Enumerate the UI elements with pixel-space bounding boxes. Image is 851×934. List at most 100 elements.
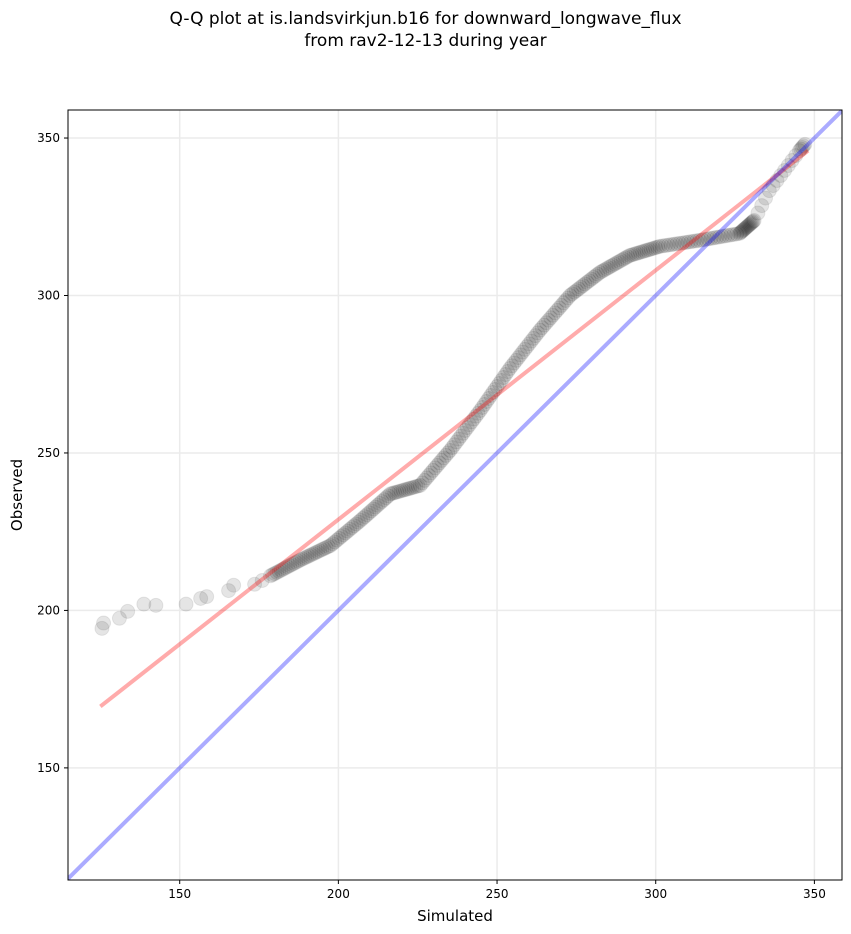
data-point: [568, 283, 584, 299]
data-point: [723, 227, 739, 243]
data-point: [541, 312, 557, 328]
data-point: [265, 567, 281, 583]
data-point: [412, 477, 428, 493]
data-point: [331, 530, 347, 546]
data-point: [729, 226, 745, 242]
data-point: [423, 465, 439, 481]
data-point: [472, 402, 488, 418]
data-point: [277, 560, 293, 576]
data-point: [380, 488, 396, 504]
data-point: [637, 243, 653, 259]
data-point: [596, 262, 612, 278]
data-point: [788, 148, 804, 164]
data-point: [434, 452, 450, 468]
data-point: [796, 138, 812, 154]
data-point: [453, 428, 469, 444]
data-point: [739, 219, 755, 235]
data-point: [564, 286, 580, 302]
data-point: [316, 541, 332, 557]
data-point: [639, 242, 655, 258]
data-point: [703, 230, 719, 246]
data-point: [510, 350, 526, 366]
data-point: [773, 168, 789, 184]
data-point: [267, 566, 283, 582]
data-point: [500, 364, 516, 380]
data-point: [743, 215, 759, 231]
data-point: [660, 237, 676, 253]
data-point: [395, 482, 411, 498]
data-point: [385, 485, 401, 501]
data-point: [706, 230, 722, 246]
data-point: [286, 555, 302, 571]
data-point: [335, 527, 351, 543]
data-point: [393, 483, 409, 499]
x-tick-label: 300: [644, 887, 667, 901]
data-point: [513, 347, 529, 363]
data-point: [498, 367, 514, 383]
data-point: [325, 536, 341, 552]
data-point: [675, 235, 691, 251]
data-point: [583, 271, 599, 287]
data-point: [329, 532, 345, 548]
data-point: [553, 297, 569, 313]
data-point: [545, 307, 561, 323]
data-point: [455, 425, 471, 441]
data-point: [573, 279, 589, 295]
data-point: [598, 261, 614, 277]
data-point: [577, 276, 593, 292]
data-point: [794, 139, 810, 155]
data-point: [148, 597, 164, 613]
data-point: [547, 305, 563, 321]
data-point: [449, 434, 465, 450]
data-point: [745, 213, 761, 229]
data-point: [361, 505, 377, 521]
x-tick-label: 350: [803, 887, 826, 901]
data-point: [271, 563, 287, 579]
data-point: [515, 344, 531, 360]
data-point: [357, 509, 373, 525]
data-point: [402, 480, 418, 496]
data-point: [444, 440, 460, 456]
data-point: [284, 557, 300, 573]
data-point: [605, 257, 621, 273]
data-point: [613, 252, 629, 268]
data-point: [740, 218, 756, 234]
data-point: [525, 330, 541, 346]
data-point: [120, 603, 136, 619]
data-point: [273, 562, 289, 578]
data-point: [359, 507, 375, 523]
y-tick-label: 300: [37, 288, 60, 302]
data-point: [683, 234, 699, 250]
data-point: [585, 269, 601, 285]
data-point: [579, 274, 595, 290]
data-point: [303, 547, 319, 563]
data-point: [363, 503, 379, 519]
data-point: [404, 480, 420, 496]
data-point: [571, 281, 587, 297]
data-point: [297, 550, 313, 566]
data-point: [714, 228, 730, 244]
data-point: [797, 136, 813, 152]
data-point: [652, 238, 668, 254]
data-point: [292, 552, 308, 568]
data-point: [744, 214, 760, 230]
data-point: [372, 495, 388, 511]
data-point: [594, 263, 610, 279]
data-point: [111, 610, 127, 626]
data-point: [408, 479, 424, 495]
data-point: [461, 417, 477, 433]
data-point: [136, 596, 152, 612]
data-point: [290, 553, 306, 569]
data-point: [780, 158, 796, 174]
data-point: [399, 481, 415, 497]
data-point: [353, 512, 369, 528]
y-axis-label: Observed: [8, 459, 26, 531]
data-point: [521, 336, 537, 352]
y-tick-label: 150: [37, 761, 60, 775]
data-point: [429, 457, 445, 473]
data-point: [655, 238, 671, 254]
data-point: [338, 525, 354, 541]
data-point: [282, 558, 298, 574]
data-point: [301, 548, 317, 564]
